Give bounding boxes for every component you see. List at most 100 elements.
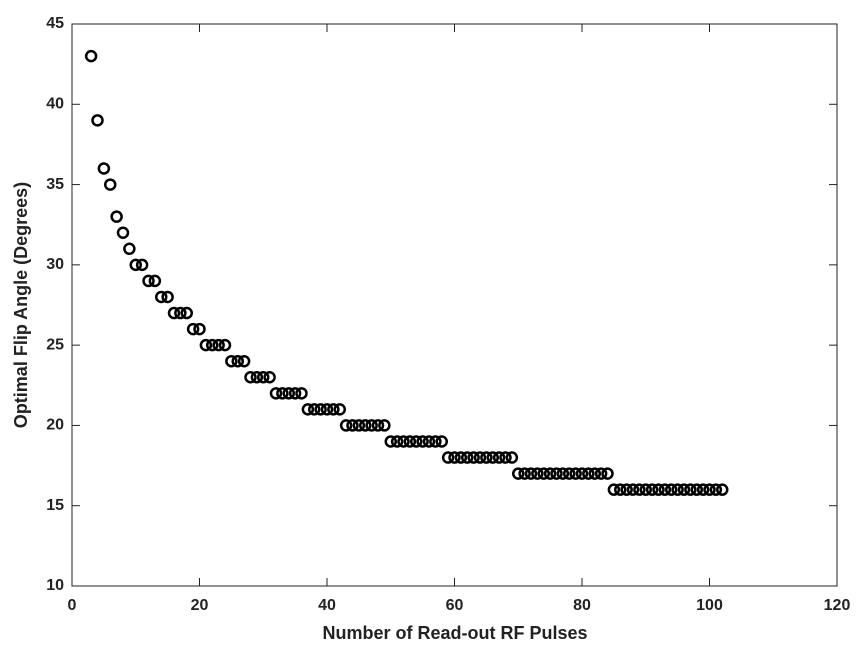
data-point	[352, 419, 366, 432]
data-point	[327, 403, 340, 416]
x-tick-label: 60	[446, 597, 464, 614]
x-tick-label: 20	[191, 597, 209, 614]
data-point	[531, 467, 544, 480]
data-point	[320, 403, 334, 416]
data-point	[263, 371, 276, 384]
data-point	[104, 178, 117, 191]
data-point	[244, 371, 257, 384]
x-tick-label: 80	[573, 597, 591, 614]
data-point	[486, 451, 499, 464]
data-point	[186, 322, 200, 336]
data-point	[384, 435, 397, 448]
y-tick-label: 30	[46, 256, 64, 273]
y-tick-label: 25	[46, 336, 64, 353]
data-point	[665, 483, 678, 496]
data-point	[378, 419, 391, 432]
data-point	[524, 467, 538, 480]
data-point	[180, 306, 193, 320]
data-point	[594, 467, 608, 480]
data-point	[645, 483, 659, 496]
data-point	[148, 274, 162, 288]
data-point	[237, 354, 251, 368]
data-point	[709, 483, 723, 496]
x-axis-label: Number of Read-out RF Pulses	[322, 623, 587, 643]
data-point	[257, 371, 270, 384]
data-point	[288, 387, 302, 400]
data-point	[250, 371, 264, 384]
data-point	[626, 483, 640, 496]
data-point	[716, 483, 729, 496]
data-point	[301, 403, 315, 416]
data-point	[454, 451, 468, 464]
data-point	[218, 338, 232, 352]
data-point	[161, 290, 174, 304]
data-point	[677, 483, 691, 496]
data-point	[435, 435, 448, 448]
data-point	[410, 435, 423, 448]
data-point	[97, 162, 111, 175]
data-point	[397, 435, 410, 448]
data-point	[684, 483, 697, 496]
data-point	[473, 451, 487, 464]
y-tick-label: 40	[46, 96, 64, 113]
x-tick-label: 0	[68, 597, 77, 614]
data-point	[690, 483, 703, 496]
data-point	[155, 290, 168, 304]
data-point	[123, 242, 136, 256]
data-point	[492, 451, 506, 464]
y-tick-label: 20	[46, 417, 64, 434]
data-point	[480, 451, 493, 464]
data-point	[512, 467, 525, 480]
data-point	[607, 483, 621, 496]
data-point	[359, 419, 372, 432]
data-point	[91, 114, 104, 127]
data-point	[416, 435, 429, 448]
data-point	[212, 338, 225, 352]
y-tick-label: 45	[46, 15, 64, 32]
data-point	[174, 306, 187, 320]
x-tick-label: 100	[696, 597, 723, 614]
data-point	[193, 322, 206, 336]
data-point	[333, 403, 346, 416]
data-point	[696, 483, 710, 496]
y-tick-label: 35	[46, 176, 64, 193]
y-axis-label: Optimal Flip Angle (Degrees)	[11, 182, 31, 428]
data-point	[390, 435, 404, 448]
data-point	[231, 354, 244, 368]
data-point	[448, 451, 461, 464]
data-point	[652, 483, 665, 496]
data-point	[467, 451, 480, 464]
data-point	[614, 483, 627, 496]
data-point	[295, 387, 308, 400]
data-point	[167, 306, 181, 320]
y-tick-label: 10	[46, 577, 64, 594]
data-point	[703, 483, 716, 496]
data-point	[582, 467, 595, 480]
data-point	[422, 435, 436, 448]
data-point	[639, 483, 652, 496]
data-point	[550, 467, 563, 480]
x-tick-label: 40	[318, 597, 336, 614]
data-point	[505, 451, 519, 464]
data-point	[269, 387, 283, 400]
data-point	[601, 467, 614, 480]
data-point	[276, 387, 289, 400]
data-point	[499, 451, 512, 464]
data-point	[135, 258, 149, 272]
data-point	[563, 467, 576, 480]
data-point	[371, 419, 385, 432]
data-point	[84, 49, 98, 63]
y-tick-label: 15	[46, 497, 64, 514]
data-point	[537, 467, 550, 480]
data-point	[429, 435, 442, 448]
data-point	[314, 403, 327, 416]
data-point	[575, 467, 589, 480]
data-point	[339, 419, 353, 432]
data-point	[518, 467, 531, 480]
data-point	[556, 467, 570, 480]
data-point	[671, 483, 684, 496]
data-point	[543, 467, 557, 480]
data-point	[142, 274, 155, 288]
data-point	[461, 451, 474, 464]
